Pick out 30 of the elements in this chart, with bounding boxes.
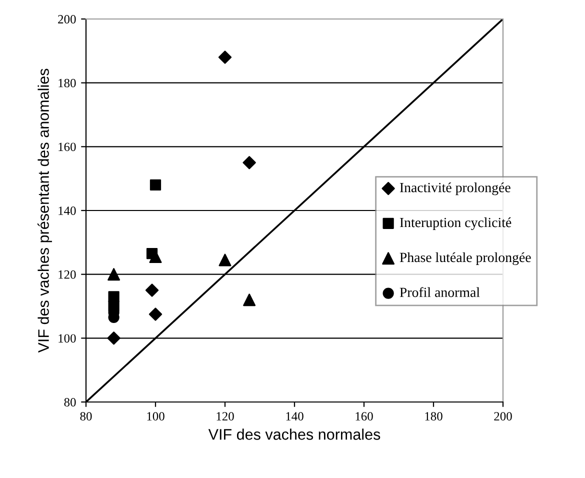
point <box>218 50 232 64</box>
legend-label: Inactivité prolongée <box>400 182 510 196</box>
y-tick-label: 140 <box>58 206 76 215</box>
x-axis-title: VIF des vaches normales <box>208 428 380 440</box>
y-tick-label: 200 <box>58 15 76 24</box>
x-tick-label: 160 <box>356 412 373 421</box>
point <box>108 291 120 302</box>
y-tick-label: 180 <box>58 78 76 88</box>
point <box>243 294 256 306</box>
legend-label: Profil anormal <box>400 287 480 298</box>
y-tick-label: 120 <box>58 270 76 279</box>
x-tick-label: 180 <box>425 412 442 421</box>
point <box>150 179 162 191</box>
legend-label: Interuption cyclicité <box>400 217 512 230</box>
x-tick-label: 100 <box>147 412 164 421</box>
x-tick-label: 80 <box>80 412 92 421</box>
legend-label: Phase lutéale prolongée <box>400 252 531 265</box>
x-tick-label: 140 <box>286 412 304 421</box>
y-tick-label: 160 <box>58 142 76 152</box>
point <box>145 284 159 297</box>
point <box>108 268 120 281</box>
point <box>218 254 232 266</box>
point <box>148 308 162 321</box>
y-tick-label: 80 <box>64 398 76 406</box>
x-tick-label: 120 <box>216 412 234 421</box>
y-axis-title: VIF des vaches présentant des anomalies <box>38 68 52 353</box>
point <box>242 156 256 170</box>
point <box>107 332 120 345</box>
y-tick-label: 100 <box>58 334 76 343</box>
x-tick-label: 200 <box>494 412 512 421</box>
